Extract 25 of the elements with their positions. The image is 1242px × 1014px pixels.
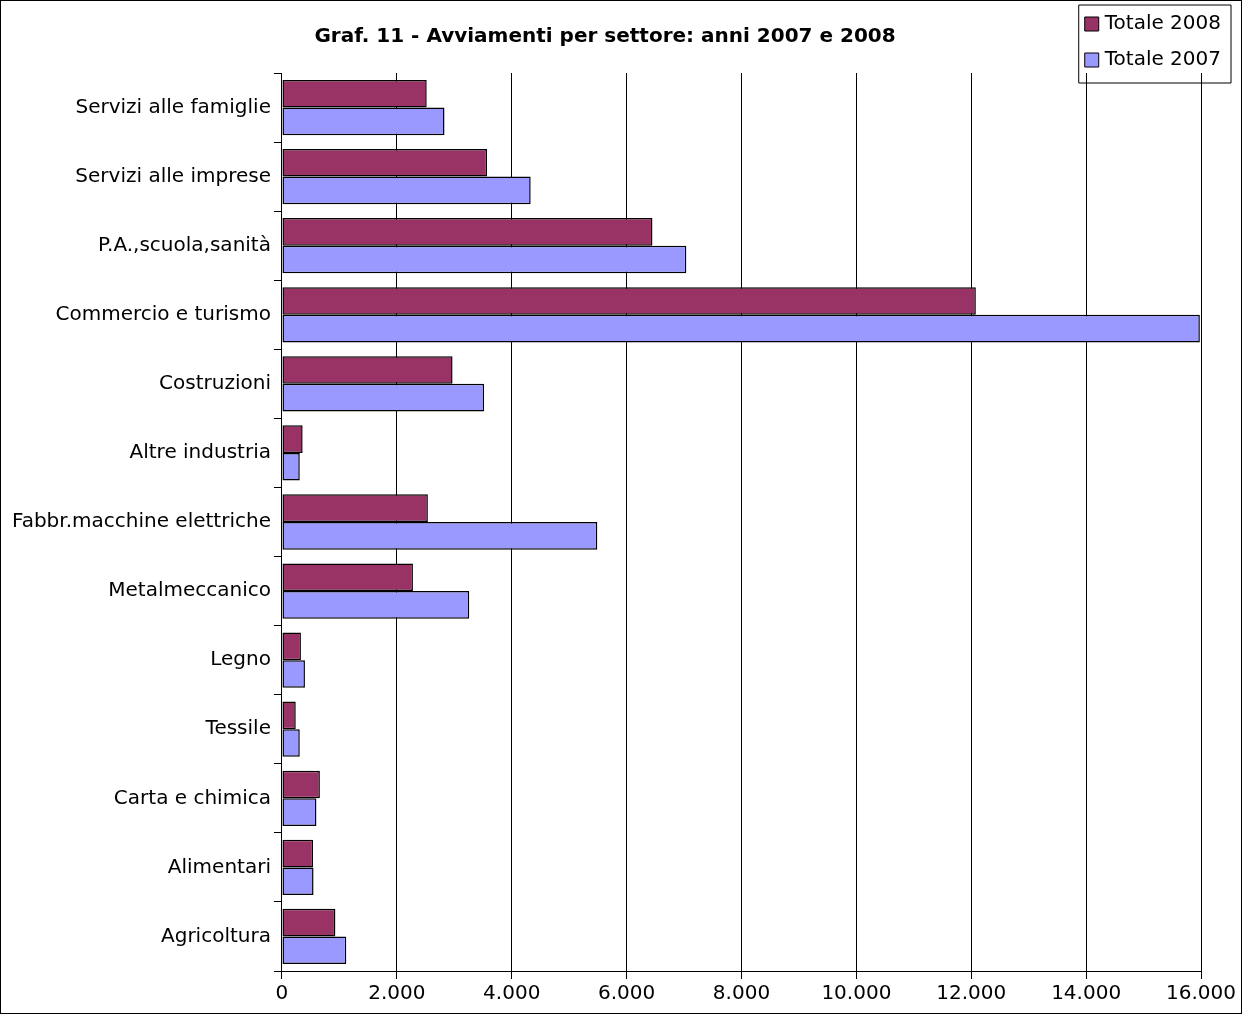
y-tick-label: Metalmeccanico	[108, 577, 271, 602]
y-tick-label: Legno	[210, 646, 271, 671]
x-tick-label: 10.000	[821, 980, 892, 1005]
y-tick-label: P.A.,scuola,sanità	[98, 231, 271, 256]
y-tick-label: Alimentari	[167, 853, 271, 878]
x-tick-label: 0	[275, 980, 289, 1005]
legend-label: Totale 2008	[1103, 10, 1222, 35]
y-tick-label: Servizi alle imprese	[75, 162, 271, 187]
legend-label: Totale 2007	[1103, 46, 1222, 71]
x-tick-label: 16.000	[1166, 980, 1236, 1005]
y-tick-label: Costruzioni	[159, 370, 271, 395]
x-tick-label: 4.000	[483, 980, 541, 1005]
x-tick-label: 14.000	[1051, 980, 1122, 1005]
chart-title: Graf. 11 - Avviamenti per settore: anni 2007 e 2008	[314, 23, 896, 48]
y-tick-label: Tessile	[204, 715, 271, 740]
y-tick-label: Servizi alle famiglie	[75, 93, 271, 118]
y-tick-label: Carta e chimica	[113, 784, 271, 809]
x-tick-label: 12.000	[936, 980, 1007, 1005]
y-tick-label: Commercio e turismo	[55, 300, 271, 325]
x-tick-label: 2.000	[368, 980, 426, 1005]
x-tick-label: 6.000	[597, 980, 656, 1005]
y-tick-label: Agricoltura	[161, 922, 271, 947]
x-tick-label: 8.000	[712, 980, 771, 1005]
y-tick-label: Fabbr.macchine elettriche	[12, 508, 271, 533]
y-tick-label: Altre industria	[129, 439, 271, 464]
